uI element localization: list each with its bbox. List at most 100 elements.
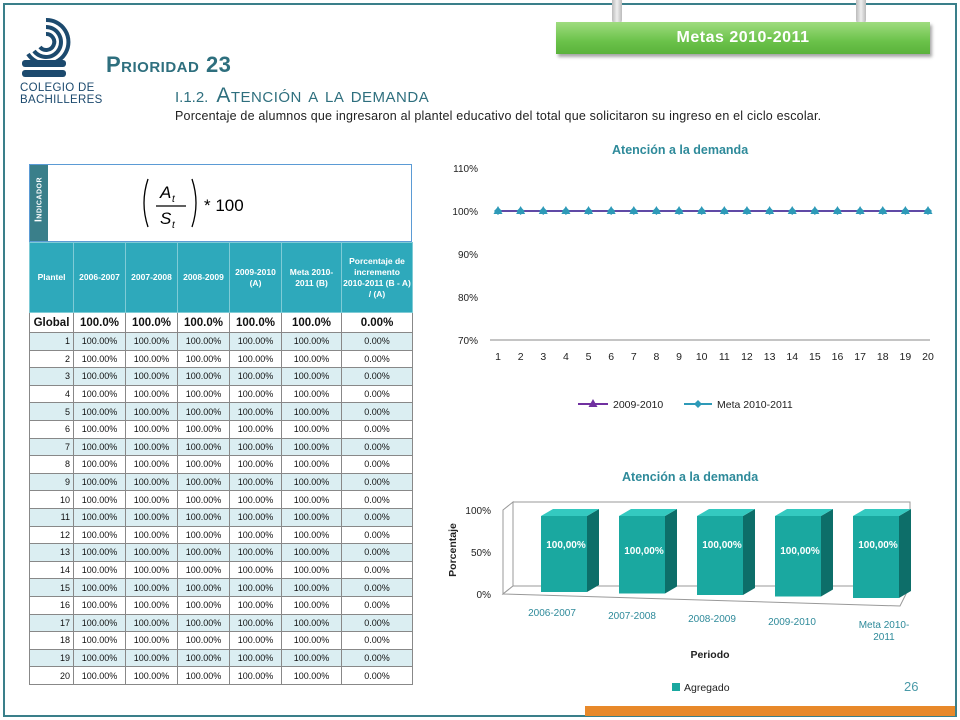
table-cell: 100.00%: [73, 648, 126, 668]
table-cell: 100.00%: [177, 666, 230, 685]
table-cell: 100.00%: [73, 595, 126, 615]
table-cell: 100.00%: [281, 472, 342, 492]
table-cell: 100.00%: [281, 543, 342, 562]
table-cell: 100.00%: [281, 384, 342, 404]
formula-numerator: A: [159, 183, 171, 202]
table-cell: 0.00%: [341, 507, 413, 527]
data-label: 100,00%: [858, 540, 898, 551]
bar-side: [821, 509, 833, 597]
colegio-bachilleres-logo: [22, 17, 71, 77]
plantel-cell: 5: [29, 402, 74, 421]
table-cell: 100.00%: [281, 490, 342, 509]
table-cell: 100.00%: [73, 631, 126, 650]
formula-denominator: S: [160, 209, 172, 228]
col-header: 2009-2010 (A): [229, 242, 282, 313]
table-cell: 0.00%: [341, 560, 413, 580]
table-cell: 100.00%: [73, 349, 126, 369]
table-cell: 100.00%: [125, 349, 178, 369]
bar-side: [665, 509, 677, 594]
table-row: 9 100.00% 100.00% 100.00% 100.00% 100.00% 0.00…: [29, 472, 413, 492]
legend-label-agregado: Agregado: [684, 682, 730, 694]
bar-top: [775, 509, 833, 516]
table-row: 11 100.00% 100.00% 100.00% 100.00% 100.00% 0.0…: [29, 507, 413, 527]
table-row: 6 100.00% 100.00% 100.00% 100.00% 100.00% 0.00…: [29, 419, 413, 439]
x-tick-label: 5: [586, 351, 592, 363]
data-point-2009-2010: [561, 206, 571, 214]
y-tick-label: 100%: [452, 207, 478, 218]
table-cell: 100.00%: [281, 419, 342, 439]
table-cell: 100.00%: [177, 349, 230, 369]
table-cell: 100.00%: [177, 419, 230, 439]
table-cell: 100.00%: [125, 578, 178, 597]
table-cell: 0.00%: [341, 402, 413, 421]
plantel-cell: 10: [29, 490, 74, 509]
table-cell: 100.00%: [229, 631, 282, 650]
table-cell: 100.00%: [73, 490, 126, 509]
logo-line-2: BACHILLERES: [20, 94, 103, 106]
page-number: 26: [904, 679, 919, 694]
table-cell: 0.00%: [341, 437, 413, 457]
plantel-cell: 15: [29, 578, 74, 597]
table-cell: 100.00%: [177, 490, 230, 509]
table-cell: 100.00%: [229, 507, 282, 527]
back-wall-left: [502, 500, 514, 596]
x-tick-label: 2007-2008: [608, 611, 656, 622]
col-header: 2008-2009: [177, 242, 230, 313]
table-cell: 100.00%: [229, 349, 282, 369]
table-row: 16 100.00% 100.00% 100.00% 100.00% 100.00% 0.0…: [29, 595, 413, 615]
plantel-cell: 9: [29, 472, 74, 492]
table-cell: 100.00%: [73, 472, 126, 492]
table-cell: 100.00%: [229, 384, 282, 404]
table-cell: 0.00%: [341, 332, 413, 351]
table-row: 4 100.00% 100.00% 100.00% 100.00% 100.00% 0.00…: [29, 384, 413, 404]
x-tick-label: 3: [540, 351, 546, 363]
legend-label-meta: Meta 2010-2011: [717, 399, 793, 411]
table-row: 3 100.00% 100.00% 100.00% 100.00% 100.00% 0.00…: [29, 367, 413, 386]
table-cell: 100.00%: [281, 631, 342, 650]
x-tick-label: 17: [854, 351, 866, 363]
x-tick-label: 2009-2010: [768, 617, 816, 628]
table-cell: 100.00%: [281, 578, 342, 597]
y-tick-label: 80%: [458, 293, 478, 304]
section-number: I.1.2.: [175, 89, 209, 106]
plantel-cell: 6: [29, 419, 74, 439]
table-cell: 100.00%: [281, 437, 342, 457]
table-row-global: Global 100.0% 100.0% 100.0% 100.0% 100.0…: [29, 312, 413, 333]
table-cell: 100.00%: [125, 472, 178, 492]
section-subtitle: I.1.2. Atención a la demanda: [175, 84, 429, 108]
table-cell: 0.00%: [341, 490, 413, 509]
data-table: Plantel 2006-2007 2007-2008 2008-2009 20…: [29, 242, 413, 685]
bar-chart: 0% 50% 100% 100,00% 2006-2007 100,00% 2007-200…: [447, 500, 911, 694]
table-cell: 100.0%: [281, 312, 342, 333]
col-header: 2006-2007: [73, 242, 126, 313]
table-row: 12 100.00% 100.00% 100.00% 100.00% 100.00% 0.0…: [29, 525, 413, 545]
table-cell: 0.00%: [341, 472, 413, 492]
x-tick-label: 2006-2007: [528, 608, 576, 619]
line-chart: 70%80%90%100%110%1 2 3 4 5 6 7 8 9 10 11 12 13 14 15 16…: [452, 164, 934, 411]
col-header: Plantel: [29, 242, 74, 313]
x-tick-label: 15: [809, 351, 821, 363]
table-cell: 100.00%: [125, 648, 178, 668]
plantel-cell: 13: [29, 543, 74, 562]
table-row: 17 100.00% 100.00% 100.00% 100.00% 100.00% 0.0…: [29, 613, 413, 633]
indicator-box: Indicador A t S t * 100: [29, 164, 412, 242]
banner-hanger-left: [612, 0, 622, 24]
table-cell: 0.00%: [341, 578, 413, 597]
table-cell: 0.00%: [341, 666, 413, 685]
table-cell: 0.00%: [341, 419, 413, 439]
table-row: 8 100.00% 100.00% 100.00% 100.00% 100.00% 0.00…: [29, 455, 413, 474]
table-cell: 100.00%: [73, 437, 126, 457]
table-cell: 100.00%: [73, 560, 126, 580]
table-header-row: Plantel 2006-2007 2007-2008 2008-2009 20…: [29, 242, 413, 313]
table-cell: 100.00%: [281, 367, 342, 386]
table-cell: 100.0%: [229, 312, 282, 333]
table-cell: 100.00%: [281, 613, 342, 633]
table-row: 2 100.00% 100.00% 100.00% 100.00% 100.00% 0.00…: [29, 349, 413, 369]
table-cell: 100.00%: [281, 595, 342, 615]
table-cell: 100.00%: [125, 507, 178, 527]
plantel-cell: 12: [29, 525, 74, 545]
data-point-2009-2010: [516, 206, 526, 214]
table-cell: 0.00%: [341, 648, 413, 668]
table-cell: 100.00%: [125, 402, 178, 421]
table-row: 5 100.00% 100.00% 100.00% 100.00% 100.00% 0.00…: [29, 402, 413, 421]
